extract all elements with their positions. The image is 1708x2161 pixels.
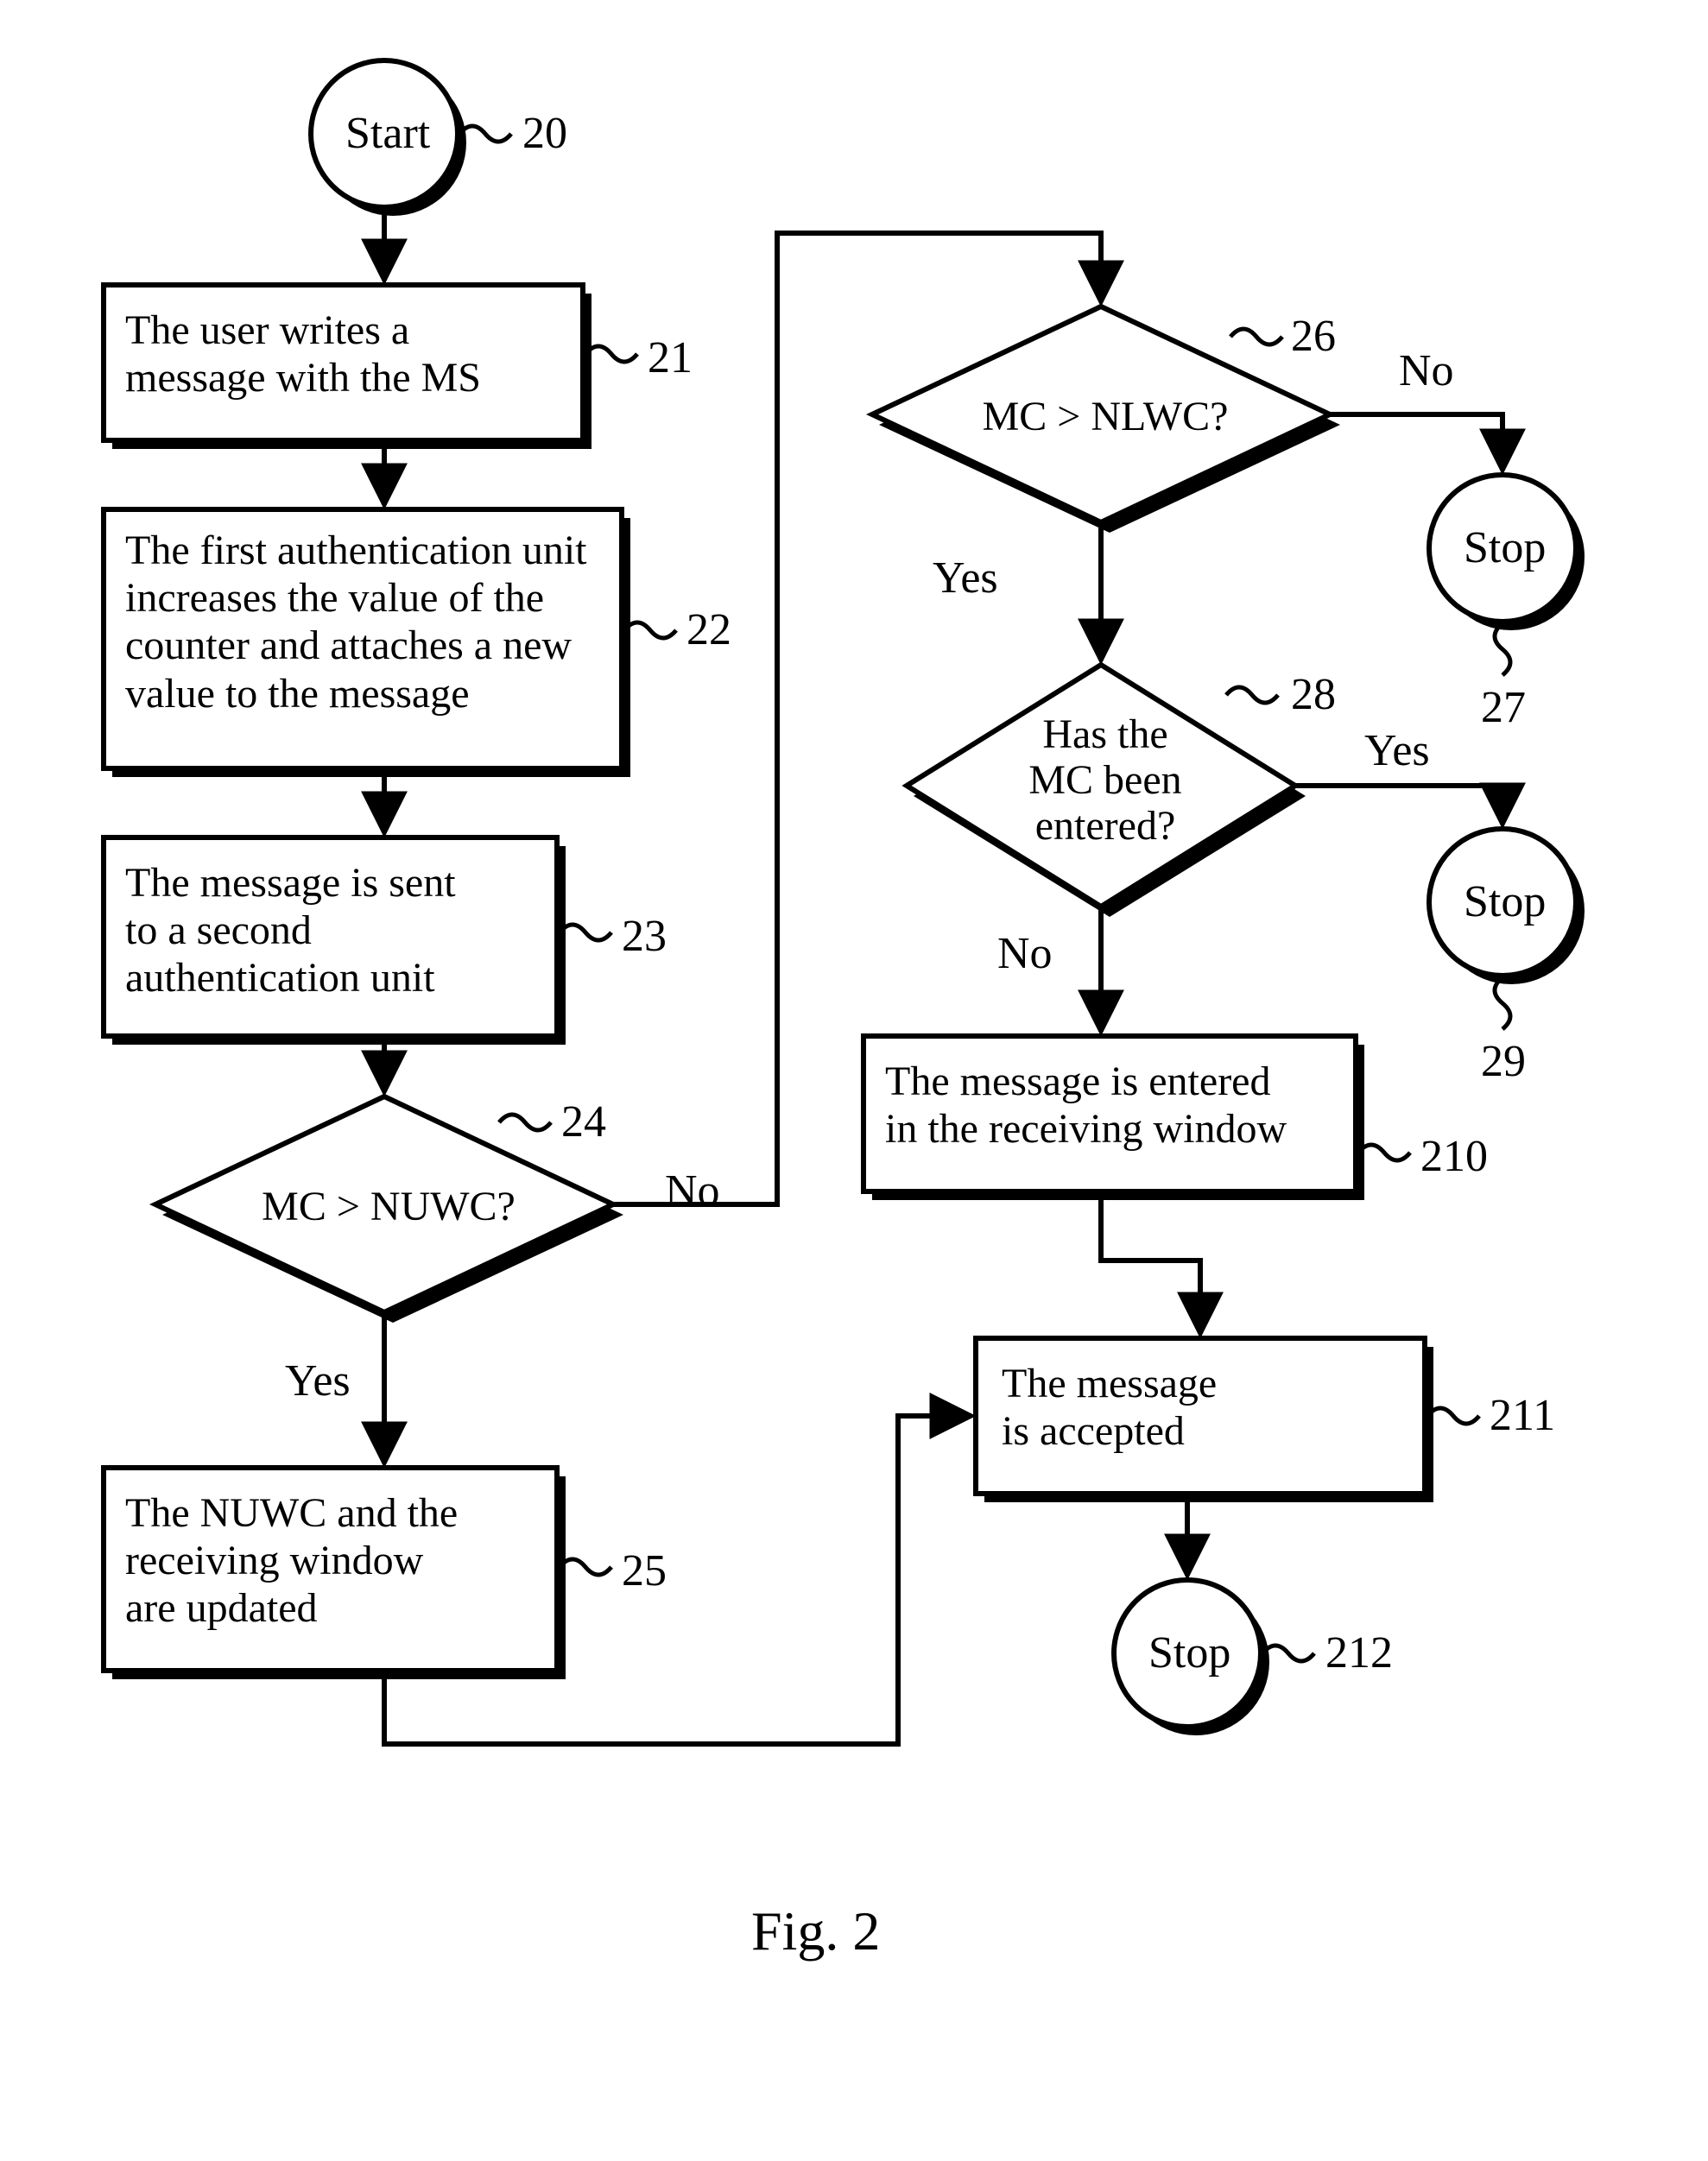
ref-27: 27 [1481, 682, 1526, 733]
label-23: The message is sentto a secondauthentica… [125, 859, 540, 1002]
label-25: The NUWC and thereceiving windoware upda… [125, 1489, 540, 1633]
yn-26-no: No [1399, 345, 1454, 396]
ref-211: 211 [1490, 1390, 1555, 1441]
ref-21: 21 [648, 332, 693, 383]
label-27: Stop [1464, 522, 1546, 574]
yn-28-yes: Yes [1364, 725, 1430, 776]
edge-210-211 [1101, 1191, 1200, 1334]
label-20: Start [345, 108, 430, 160]
label-28: Has theMC beenentered? [1015, 712, 1196, 849]
flowchart-canvas: Start The user writes amessage with the … [0, 0, 1708, 2161]
ref-212: 212 [1325, 1627, 1393, 1678]
yn-24-no: No [665, 1166, 720, 1216]
ref-210: 210 [1420, 1131, 1488, 1182]
label-212: Stop [1148, 1627, 1230, 1679]
label-210: The message is enteredin the receiving w… [885, 1058, 1343, 1153]
yn-26-yes: Yes [933, 553, 998, 603]
ref-23: 23 [622, 911, 667, 962]
edge-26-27 [1330, 414, 1502, 471]
label-24: MC > NUWC? [242, 1183, 535, 1230]
ref-22: 22 [686, 604, 731, 655]
yn-28-no: No [997, 928, 1053, 979]
yn-24-yes: Yes [285, 1355, 351, 1406]
label-211: The messageis accepted [1002, 1360, 1408, 1455]
ref-20: 20 [522, 108, 567, 159]
label-29: Stop [1464, 876, 1546, 928]
figure-caption: Fig. 2 [751, 1899, 880, 1963]
ref-24: 24 [561, 1096, 606, 1147]
ref-26: 26 [1291, 311, 1336, 362]
label-26: MC > NLWC? [958, 393, 1252, 440]
ref-29: 29 [1481, 1036, 1526, 1087]
label-21: The user writes amessage with the MS [125, 306, 566, 401]
label-22: The first authentication unitincreases t… [125, 527, 609, 717]
ref-25: 25 [622, 1545, 667, 1596]
edge-28-29 [1295, 786, 1502, 825]
ref-28: 28 [1291, 669, 1336, 720]
